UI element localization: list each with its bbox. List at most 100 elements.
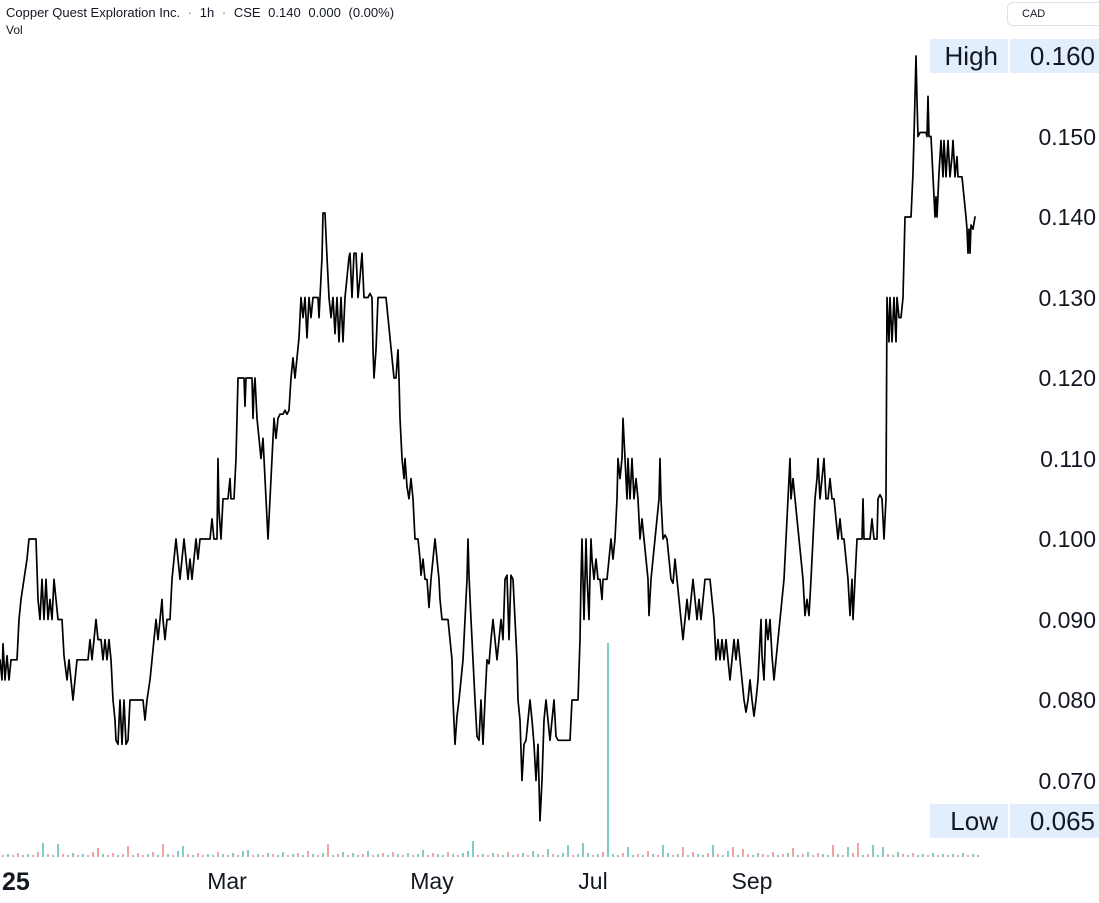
- volume-bar: [237, 855, 239, 857]
- volume-bar: [902, 854, 904, 857]
- volume-bar: [572, 855, 574, 857]
- volume-bar: [682, 847, 684, 857]
- volume-bar: [7, 854, 9, 857]
- volume-bar: [167, 854, 169, 857]
- legend-row-volume: Vol: [6, 22, 398, 39]
- volume-bar: [477, 855, 479, 857]
- change-value: 0.000: [308, 5, 341, 20]
- volume-bar: [952, 854, 954, 857]
- volume-bar: [537, 854, 539, 857]
- price-tick-label: 0.150: [1038, 123, 1096, 150]
- legend-separator: ·: [221, 5, 227, 20]
- volume-bar: [402, 855, 404, 857]
- volume-bar: [897, 852, 899, 857]
- volume-bar: [512, 855, 514, 857]
- volume-bar: [617, 855, 619, 857]
- volume-bar: [792, 848, 794, 857]
- volume-bar: [257, 854, 259, 857]
- volume-bar: [602, 852, 604, 857]
- volume-bar: [547, 849, 549, 857]
- low-price-badge: 0.065: [1010, 803, 1099, 838]
- volume-bar: [877, 855, 879, 857]
- volume-bar: [517, 854, 519, 857]
- price-tick-label: 0.090: [1038, 606, 1096, 633]
- volume-bar: [697, 854, 699, 857]
- volume-bar: [117, 855, 119, 857]
- price-axis[interactable]: 0.150 0.140 0.130 0.120 0.110 0.100 0.090 0.080…: [1008, 0, 1099, 858]
- volume-bar: [872, 845, 874, 857]
- volume-bar: [687, 855, 689, 857]
- volume-bar: [557, 855, 559, 857]
- volume-bar: [847, 847, 849, 857]
- exchange-label: CSE: [233, 5, 261, 20]
- volume-bar: [362, 854, 364, 857]
- volume-bar: [527, 855, 529, 857]
- volume-bar: [417, 854, 419, 857]
- volume-bar: [227, 855, 229, 857]
- time-axis[interactable]: 25 Mar May Jul Sep: [0, 862, 1099, 903]
- volume-bar: [712, 845, 714, 857]
- volume-bar: [552, 854, 554, 857]
- volume-bar: [277, 855, 279, 857]
- time-axis-label: Jul: [578, 868, 608, 894]
- volume-bar: [447, 852, 449, 857]
- volume-bar: [802, 854, 804, 857]
- volume-bar: [232, 853, 234, 857]
- volume-bar: [932, 853, 934, 857]
- volume-bar: [32, 855, 34, 857]
- timeframe-label[interactable]: 1h: [199, 5, 215, 20]
- time-axis-label: Mar: [207, 868, 247, 894]
- volume-bar: [197, 853, 199, 857]
- volume-bar: [12, 855, 14, 857]
- volume-bar: [327, 844, 329, 857]
- volume-bar: [842, 855, 844, 857]
- volume-bar: [302, 855, 304, 857]
- volume-bar: [632, 855, 634, 857]
- volume-bar: [962, 853, 964, 857]
- volume-bar: [892, 855, 894, 857]
- volume-bar: [702, 855, 704, 857]
- volume-bar: [187, 854, 189, 857]
- volume-bar: [157, 855, 159, 857]
- volume-bar: [837, 854, 839, 857]
- volume-bar: [787, 853, 789, 857]
- currency-button[interactable]: CAD: [1007, 2, 1099, 26]
- volume-bar: [532, 851, 534, 857]
- volume-bar: [442, 855, 444, 857]
- volume-bar: [977, 855, 979, 857]
- volume-bar: [707, 853, 709, 857]
- volume-bar: [807, 852, 809, 857]
- volume-bar: [917, 855, 919, 857]
- price-tick-label: 0.140: [1038, 204, 1096, 230]
- volume-bar: [332, 855, 334, 857]
- volume-bar: [472, 841, 474, 857]
- high-price-badge: 0.160: [1010, 39, 1099, 73]
- volume-bar: [112, 853, 114, 857]
- volume-bar: [752, 855, 754, 857]
- volume-bar: [907, 855, 909, 857]
- low-label: Low: [930, 803, 1008, 838]
- volume-bar: [647, 851, 649, 857]
- price-tick-label: 0.080: [1038, 687, 1096, 713]
- volume-bar: [252, 855, 254, 857]
- volume-indicator-label[interactable]: Vol: [6, 23, 23, 37]
- volume-bar: [887, 854, 889, 857]
- volume-bar: [497, 854, 499, 857]
- volume-bar: [132, 855, 134, 857]
- volume-bar: [397, 854, 399, 857]
- price-tick-label: 0.100: [1038, 526, 1096, 552]
- volume-bar: [612, 854, 614, 857]
- volume-bar: [967, 855, 969, 857]
- volume-bar: [62, 854, 64, 857]
- volume-bar: [97, 848, 99, 857]
- price-chart-plot[interactable]: [0, 0, 1008, 858]
- volume-bar: [172, 855, 174, 857]
- price-line: [0, 55, 976, 822]
- symbol-title[interactable]: Copper Quest Exploration Inc.: [6, 5, 181, 20]
- price-tick-label: 0.120: [1038, 365, 1096, 391]
- legend-separator: ·: [187, 5, 193, 20]
- volume-bar: [107, 855, 109, 857]
- volume-bar: [762, 854, 764, 857]
- volume-bar: [37, 852, 39, 857]
- volume-bar: [782, 854, 784, 857]
